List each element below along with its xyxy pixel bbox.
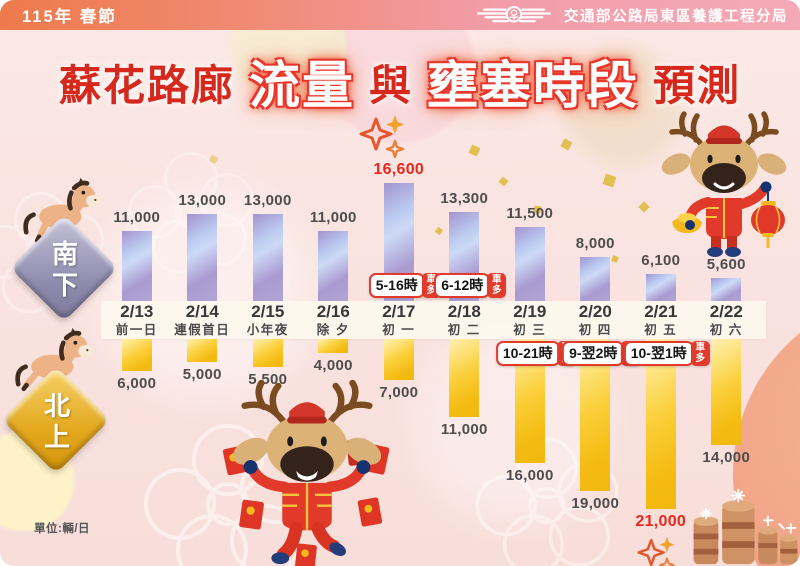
sparkle-icon: [637, 535, 677, 566]
day-label: 除 夕: [316, 322, 350, 337]
south-value: 11,500: [506, 205, 554, 223]
congestion-time: 9-翌2時: [562, 341, 625, 366]
title-word: 蘇花路廊: [58, 62, 235, 109]
congestion-time: 5-16時: [368, 273, 425, 298]
north-bar: [121, 339, 152, 372]
north-bar: [252, 339, 283, 367]
date-cell: 2/21 初 五: [616, 302, 706, 337]
day-label: 前一日: [115, 322, 158, 337]
southbound-direction-marker: 南下: [10, 176, 118, 348]
north-value: 4,000: [313, 357, 353, 374]
north-value: 11,000: [440, 421, 488, 439]
north-bar: [711, 339, 742, 445]
north-bar: [383, 339, 414, 381]
north-value: 6,000: [117, 375, 157, 393]
date-label: 2/20: [578, 302, 612, 321]
north-bar: [449, 339, 480, 418]
date-cell: 2/18 初 二: [419, 302, 509, 337]
firecrackers-icon: [686, 486, 800, 566]
title-word: 流量: [248, 57, 355, 114]
reindeer-with-ingot-and-lantern: [652, 110, 798, 277]
date-cell: 2/20 初 四: [550, 302, 640, 337]
date-label: 2/21: [644, 302, 678, 321]
congestion-time: 10-21時: [495, 341, 560, 366]
north-value: 21,000: [635, 513, 687, 531]
date-cell: 2/16 除 夕: [288, 302, 378, 337]
northbound-label: 北上: [40, 392, 71, 454]
date-cell: 2/14 連假首日: [157, 302, 247, 337]
day-label: 初 四: [578, 322, 612, 337]
southbound-label: 南下: [48, 240, 79, 302]
date-label: 2/19: [513, 302, 547, 321]
south-value: 13,300: [440, 189, 489, 207]
title-word: 與: [368, 62, 413, 109]
day-label: 連假首日: [174, 322, 231, 337]
south-bar: [645, 273, 676, 301]
day-label: 初 二: [447, 322, 481, 337]
south-value: 11,000: [309, 209, 357, 227]
title-word: 預測: [653, 62, 742, 109]
reindeer-with-red-envelopes: [216, 379, 398, 566]
volume-chart: 11,000 2/13 前一日 6,000 13,000 2/14 連假首日 5,000 13,…: [101, 110, 766, 566]
north-value: 5,000: [182, 366, 222, 383]
south-value: 6,100: [641, 251, 681, 269]
date-cell: 2/22 初 六: [681, 302, 771, 337]
date-label: 2/15: [251, 302, 285, 321]
date-cell: 2/17 初 一: [354, 302, 444, 337]
sparkle-icon: [359, 113, 407, 166]
south-bar: [711, 277, 742, 301]
north-bar: [318, 339, 349, 353]
south-value: 11,000: [113, 209, 161, 227]
date-label: 2/14: [185, 302, 219, 321]
northbound-direction-marker: 北上: [2, 328, 110, 500]
date-label: 2/18: [447, 302, 481, 321]
day-label: 初 五: [644, 322, 678, 337]
date-band: [101, 301, 766, 339]
south-value: 16,600: [373, 161, 425, 179]
congestion-badge: 10-翌1時車多: [623, 341, 710, 366]
north-bar: [645, 339, 676, 510]
south-bar: [121, 231, 152, 301]
south-bar: [187, 214, 218, 301]
title-word: 壅塞時段: [427, 57, 640, 114]
north-value: 19,000: [571, 494, 620, 512]
congestion-time: 6-12時: [434, 273, 491, 298]
south-bar: [580, 257, 611, 301]
date-label: 2/17: [382, 302, 416, 321]
south-bar: [318, 231, 349, 301]
north-bar: [187, 339, 218, 362]
page-title: 蘇花路廊 流量與壅塞時段 預測: [0, 44, 800, 118]
south-value: 13,000: [243, 192, 292, 210]
day-label: 初 一: [382, 322, 416, 337]
congestion-tag: 車多: [690, 341, 710, 366]
date-label: 2/13: [120, 302, 154, 321]
north-value: 16,000: [505, 467, 554, 485]
south-value: 8,000: [575, 235, 615, 253]
day-label: 初 三: [513, 322, 547, 337]
highway-bureau-wings-icon: [476, 5, 552, 23]
date-label: 2/22: [709, 302, 743, 321]
south-bar: [252, 214, 283, 301]
south-value: 13,000: [178, 192, 227, 210]
date-cell: 2/19 初 三: [485, 302, 575, 337]
congestion-tag: 車多: [487, 273, 507, 298]
org-name: 交通部公路局東區養護工程分局: [564, 8, 788, 25]
day-label: 小年夜: [246, 322, 289, 337]
header-right: 交通部公路局東區養護工程分局: [472, 0, 788, 30]
header-band: 115年 春節 交通部公路局東區養護工程分局: [0, 0, 800, 30]
date-label: 2/16: [316, 302, 350, 321]
south-bar: [514, 227, 545, 301]
congestion-time: 10-翌1時: [623, 341, 694, 366]
south-value: 5,600: [706, 255, 746, 273]
congestion-badge: 6-12時車多: [434, 273, 507, 298]
unit-label: 單位:輛/日: [34, 523, 91, 535]
north-value: 7,000: [379, 384, 419, 402]
north-value: 14,000: [702, 448, 751, 466]
congestion-badge: 5-16時車多: [368, 273, 441, 298]
event-label: 115年 春節: [22, 8, 117, 26]
day-label: 初 六: [709, 322, 743, 337]
date-cell: 2/13 前一日: [92, 302, 182, 337]
date-cell: 2/15 小年夜: [223, 302, 313, 337]
